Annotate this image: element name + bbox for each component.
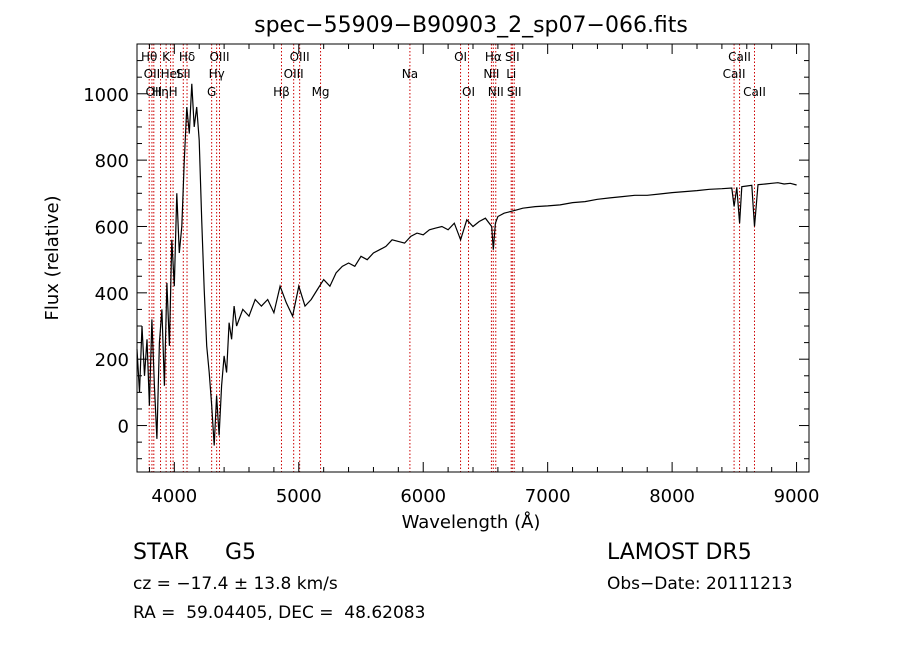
survey-name: LAMOST DR5 [607,540,752,565]
spectrum-line [136,83,797,446]
marker-label-15: Mg [312,85,330,99]
marker-label-21: NII [488,85,504,99]
marker-label-1: OII [144,67,161,81]
x-tick-label-2: 6000 [400,486,446,507]
marker-label-2: OII [146,85,163,99]
chart-title: spec−55909−B90903_2_sp07−066.fits [254,13,688,38]
marker-label-27: CaII [743,85,766,99]
x-tick-label-5: 9000 [774,486,820,507]
plot-frame [136,43,810,473]
marker-label-14: OIII [290,50,310,64]
marker-label-13: OIII [284,67,304,81]
marker-label-20: Hα [485,50,502,64]
coordinates: RA = 59.04405, DEC = 48.62083 [133,603,426,623]
object-subclass: G5 [225,540,257,565]
observation-date: Obs−Date: 20111213 [607,574,793,594]
marker-label-7: Hδ [179,50,195,64]
y-axis-label: Flux (relative) [42,195,63,320]
marker-label-3: Hη [152,85,169,99]
y-tick-label-0: 0 [118,417,129,438]
marker-label-0: Hθ [141,50,157,64]
marker-label-8: SII [176,67,191,81]
y-tick-label-2: 400 [95,284,129,305]
marker-label-24: SII [507,85,522,99]
y-tick-label-3: 600 [95,217,129,238]
marker-label-18: OI [462,85,475,99]
y-tick-label-4: 800 [95,151,129,172]
marker-label-16: Na [402,67,418,81]
marker-label-10: Hγ [209,67,225,81]
emission-line-markers [148,44,755,472]
marker-label-25: CaII [723,67,746,81]
redshift-velocity: cz = −17.4 ± 13.8 km/s [133,574,338,594]
marker-label-17: OI [454,50,467,64]
x-tick-label-0: 4000 [151,486,197,507]
marker-label-23: SII [505,50,520,64]
x-tick-label-4: 8000 [649,486,695,507]
y-axis-ticks: 0 200 400 600 800 1000 [83,60,809,460]
marker-label-12: Hβ [273,85,290,99]
marker-label-26: CaII [728,50,751,64]
marker-label-11: OIII [209,50,229,64]
marker-label-19: NII [483,67,499,81]
object-class: STAR [133,540,190,565]
y-tick-label-1: 200 [95,350,129,371]
x-axis-ticks: 4000 5000 6000 7000 8000 9000 [148,44,820,507]
marker-label-4: K [162,50,171,64]
emission-line-labels: HθOIIOIIHηKHeIHHδSIIGHγOIIIHβOIIIOIIIMgN… [141,50,766,99]
x-axis-label: Wavelength (Å) [402,511,541,533]
y-tick-label-5: 1000 [83,85,129,106]
marker-label-6: H [169,85,178,99]
marker-label-22: Li [506,67,516,81]
marker-label-5: HeI [161,67,181,81]
x-tick-label-3: 7000 [525,486,571,507]
x-tick-label-1: 5000 [276,486,322,507]
marker-label-9: G [207,85,216,99]
